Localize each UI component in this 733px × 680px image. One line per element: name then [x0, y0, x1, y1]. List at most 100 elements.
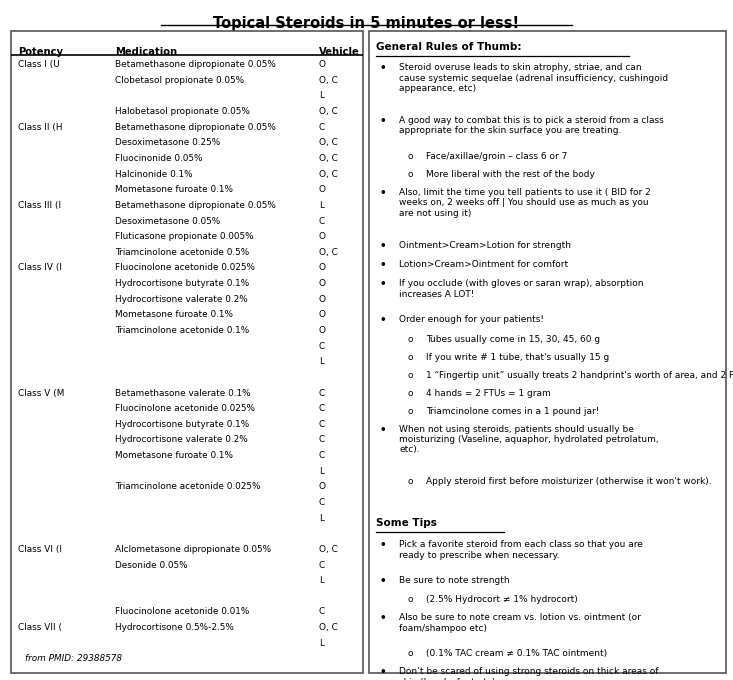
Text: •: • — [380, 540, 386, 550]
FancyBboxPatch shape — [369, 31, 726, 673]
Text: •: • — [380, 188, 386, 198]
Text: Desoximetasone 0.05%: Desoximetasone 0.05% — [115, 216, 220, 226]
Text: Lotion>Cream>Ointment for comfort: Lotion>Cream>Ointment for comfort — [399, 260, 568, 269]
Text: C: C — [319, 420, 325, 429]
Text: •: • — [380, 63, 386, 73]
Text: L: L — [319, 357, 324, 367]
Text: from PMID: 29388578: from PMID: 29388578 — [25, 654, 122, 664]
Text: Tubes usually come in 15, 30, 45, 60 g: Tubes usually come in 15, 30, 45, 60 g — [426, 335, 600, 343]
Text: o: o — [408, 170, 413, 179]
Text: •: • — [380, 424, 386, 435]
Text: O: O — [319, 482, 326, 492]
Text: Desonide 0.05%: Desonide 0.05% — [115, 560, 188, 570]
Text: Halobetasol propionate 0.05%: Halobetasol propionate 0.05% — [115, 107, 250, 116]
Text: (0.1% TAC cream ≠ 0.1% TAC ointment): (0.1% TAC cream ≠ 0.1% TAC ointment) — [426, 649, 607, 658]
Text: Fluocinolone acetonide 0.025%: Fluocinolone acetonide 0.025% — [115, 404, 255, 413]
Text: O: O — [319, 279, 326, 288]
Text: O, C: O, C — [319, 138, 338, 148]
Text: Ointment>Cream>Lotion for strength: Ointment>Cream>Lotion for strength — [399, 241, 571, 250]
Text: Mometasone furoate 0.1%: Mometasone furoate 0.1% — [115, 185, 233, 194]
Text: o: o — [408, 477, 413, 486]
Text: When not using steroids, patients should usually be
moisturizing (Vaseline, aqua: When not using steroids, patients should… — [399, 424, 659, 454]
Text: Betamethasone dipropionate 0.05%: Betamethasone dipropionate 0.05% — [115, 122, 276, 132]
Text: •: • — [380, 116, 386, 126]
Text: Also be sure to note cream vs. lotion vs. ointment (or
foam/shampoo etc): Also be sure to note cream vs. lotion vs… — [399, 613, 641, 633]
Text: C: C — [319, 122, 325, 132]
Text: Betamethasone dipropionate 0.05%: Betamethasone dipropionate 0.05% — [115, 60, 276, 69]
Text: Hydrocortisone 0.5%-2.5%: Hydrocortisone 0.5%-2.5% — [115, 623, 234, 632]
Text: Mometasone furoate 0.1%: Mometasone furoate 0.1% — [115, 451, 233, 460]
Text: C: C — [319, 341, 325, 351]
Text: Fluocinolone acetonide 0.01%: Fluocinolone acetonide 0.01% — [115, 607, 249, 617]
Text: Hydrocortisone butyrate 0.1%: Hydrocortisone butyrate 0.1% — [115, 279, 249, 288]
Text: •: • — [380, 260, 386, 270]
Text: Face/axillae/groin – class 6 or 7: Face/axillae/groin – class 6 or 7 — [426, 152, 567, 161]
Text: •: • — [380, 576, 386, 586]
Text: o: o — [408, 388, 413, 398]
Text: O, C: O, C — [319, 248, 338, 257]
Text: o: o — [408, 649, 413, 658]
Text: o: o — [408, 596, 413, 605]
Text: Class VI (I: Class VI (I — [18, 545, 62, 554]
Text: Some Tips: Some Tips — [376, 518, 437, 528]
Text: Fluocinolone acetonide 0.025%: Fluocinolone acetonide 0.025% — [115, 263, 255, 273]
Text: Triamcinolone acetonide 0.1%: Triamcinolone acetonide 0.1% — [115, 326, 249, 335]
Text: O, C: O, C — [319, 154, 338, 163]
Text: o: o — [408, 352, 413, 362]
Text: •: • — [380, 613, 386, 624]
Text: o: o — [408, 371, 413, 379]
Text: A good way to combat this is to pick a steroid from a class
appropriate for the : A good way to combat this is to pick a s… — [399, 116, 664, 135]
Text: L: L — [319, 639, 324, 648]
Text: Hydrocortisone butyrate 0.1%: Hydrocortisone butyrate 0.1% — [115, 420, 249, 429]
Text: Hydrocortisone valerate 0.2%: Hydrocortisone valerate 0.2% — [115, 294, 248, 304]
Text: If you write # 1 tube, that's usually 15 g: If you write # 1 tube, that's usually 15… — [426, 352, 609, 362]
Text: Also, limit the time you tell patients to use it ( BID for 2
weeks on, 2 weeks o: Also, limit the time you tell patients t… — [399, 188, 651, 218]
Text: o: o — [408, 335, 413, 343]
Text: Triamcinolone comes in a 1 pound jar!: Triamcinolone comes in a 1 pound jar! — [426, 407, 599, 415]
Text: Betamethasone dipropionate 0.05%: Betamethasone dipropionate 0.05% — [115, 201, 276, 210]
Text: C: C — [319, 216, 325, 226]
Text: Steroid overuse leads to skin atrophy, striae, and can
cause systemic sequelae (: Steroid overuse leads to skin atrophy, s… — [399, 63, 668, 93]
Text: O: O — [319, 310, 326, 320]
Text: C: C — [319, 404, 325, 413]
Text: Vehicle: Vehicle — [319, 47, 360, 56]
Text: L: L — [319, 466, 324, 476]
Text: O: O — [319, 294, 326, 304]
Text: O, C: O, C — [319, 75, 338, 85]
Text: C: C — [319, 498, 325, 507]
Text: O, C: O, C — [319, 169, 338, 179]
Text: Halcinonide 0.1%: Halcinonide 0.1% — [115, 169, 193, 179]
Text: Alclometasone dipropionate 0.05%: Alclometasone dipropionate 0.05% — [115, 545, 271, 554]
Text: Triamcinolone acetonide 0.5%: Triamcinolone acetonide 0.5% — [115, 248, 249, 257]
Text: •: • — [380, 316, 386, 325]
Text: •: • — [380, 279, 386, 289]
Text: o: o — [408, 407, 413, 415]
Text: Class I (U: Class I (U — [18, 60, 60, 69]
Text: Potency: Potency — [18, 47, 63, 56]
Text: Mometasone furoate 0.1%: Mometasone furoate 0.1% — [115, 310, 233, 320]
Text: General Rules of Thumb:: General Rules of Thumb: — [376, 41, 521, 52]
Text: Class III (I: Class III (I — [18, 201, 61, 210]
FancyBboxPatch shape — [11, 31, 363, 673]
Text: Betamethasone valerate 0.1%: Betamethasone valerate 0.1% — [115, 388, 251, 398]
Text: C: C — [319, 388, 325, 398]
Text: Be sure to note strength: Be sure to note strength — [399, 576, 509, 585]
Text: More liberal with the rest of the body: More liberal with the rest of the body — [426, 170, 594, 179]
Text: L: L — [319, 513, 324, 523]
Text: Triamcinolone acetonide 0.025%: Triamcinolone acetonide 0.025% — [115, 482, 260, 492]
Text: O: O — [319, 60, 326, 69]
Text: (2.5% Hydrocort ≠ 1% hydrocort): (2.5% Hydrocort ≠ 1% hydrocort) — [426, 596, 578, 605]
Text: •: • — [380, 667, 386, 677]
Text: O, C: O, C — [319, 545, 338, 554]
Text: Clobetasol propionate 0.05%: Clobetasol propionate 0.05% — [115, 75, 244, 85]
Text: Class IV (I: Class IV (I — [18, 263, 62, 273]
Text: Class VII (: Class VII ( — [18, 623, 62, 632]
Text: Fluticasone propionate 0.005%: Fluticasone propionate 0.005% — [115, 232, 254, 241]
Text: Desoximetasone 0.25%: Desoximetasone 0.25% — [115, 138, 220, 148]
Text: Order enough for your patients!: Order enough for your patients! — [399, 316, 544, 324]
Text: 1 “Fingertip unit” usually treats 2 handprint's worth of area, and 2 FTUs usuall: 1 “Fingertip unit” usually treats 2 hand… — [426, 371, 733, 379]
Text: O: O — [319, 326, 326, 335]
Text: O: O — [319, 263, 326, 273]
Text: C: C — [319, 451, 325, 460]
Text: Medication: Medication — [115, 47, 177, 56]
